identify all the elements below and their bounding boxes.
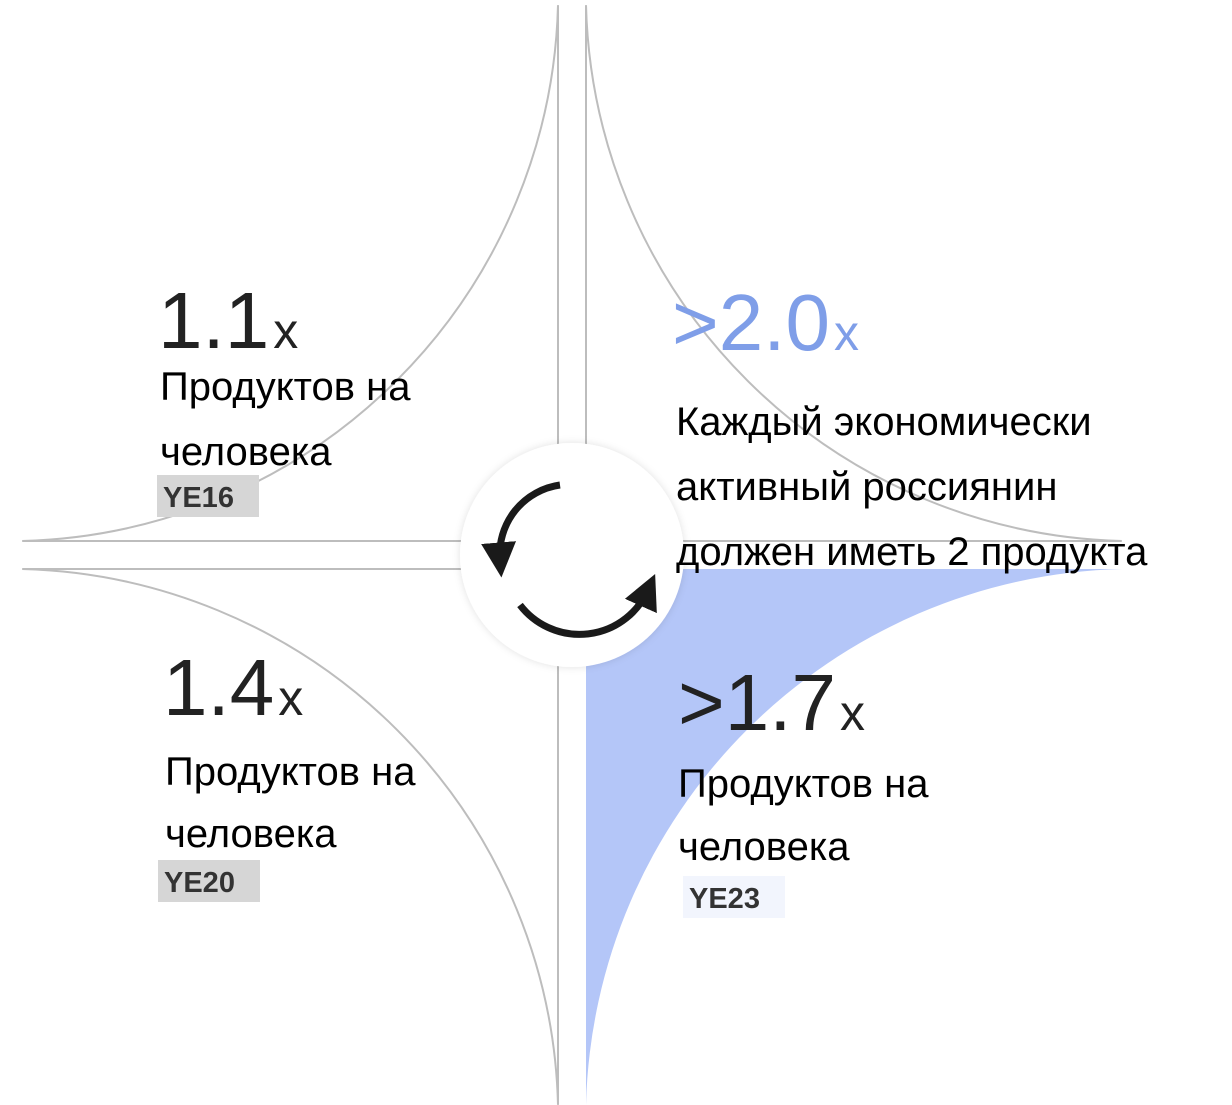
- period: YE20: [164, 867, 235, 899]
- stat-label: человека: [165, 812, 337, 856]
- stat-label: человека: [160, 430, 332, 474]
- unit: x: [278, 670, 303, 726]
- quadrant: [22, 568, 559, 1105]
- period: YE16: [163, 482, 234, 514]
- quadrant: [586, 569, 1122, 1105]
- arrow: [481, 481, 561, 578]
- stat-label: активный россиянин: [676, 465, 1057, 509]
- value: >1.7: [678, 658, 836, 747]
- stat-value: >2.0x: [672, 278, 859, 367]
- unit: x: [840, 685, 865, 741]
- stat-label: человека: [678, 825, 850, 869]
- stat-label: должен иметь 2 продукта: [676, 530, 1148, 574]
- cycle-icon: [460, 443, 684, 667]
- stat-label: Продуктов на: [160, 365, 411, 409]
- stat-value: 1.1x: [158, 276, 298, 365]
- value: 1.1: [158, 276, 269, 365]
- unit: x: [273, 303, 298, 359]
- period-tag: [683, 876, 785, 918]
- value: >2.0: [672, 278, 830, 367]
- quadrant: [22, 5, 559, 542]
- stat-label: Продуктов на: [165, 750, 416, 794]
- value: 1.4: [163, 643, 274, 732]
- unit: x: [834, 305, 859, 361]
- stat-value: >1.7x: [678, 658, 865, 747]
- period: YE23: [689, 883, 760, 915]
- quadrant: [585, 5, 1122, 542]
- stat-label: Продуктов на: [678, 762, 929, 806]
- stat-value: 1.4x: [163, 643, 303, 732]
- stat-label: Каждый экономически: [676, 400, 1092, 444]
- arrow: [517, 574, 657, 638]
- period-tag: [157, 475, 259, 517]
- period-tag: [158, 860, 260, 902]
